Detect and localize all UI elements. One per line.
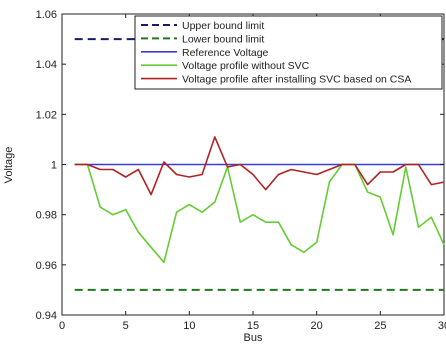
- legend-label-2: Reference Voltage: [182, 47, 269, 59]
- legend-box: [134, 15, 443, 90]
- series-line-4: [74, 136, 445, 196]
- x-tick-label: 10: [183, 320, 195, 332]
- y-axis-label: Voltage: [3, 147, 15, 184]
- x-tick-label: 15: [247, 320, 259, 332]
- ticks-layer: 0 5 10 15 20 25 30 0.94 0.96 0.98 1 1.02 1.04 1.06: [36, 9, 446, 332]
- x-axis-label: Bus: [244, 332, 263, 344]
- y-tick-label: 0.98: [36, 210, 57, 222]
- x-tick-label: 30: [438, 320, 446, 332]
- y-tick-label: 1.06: [36, 9, 57, 21]
- x-tick-label: 5: [123, 320, 129, 332]
- y-tick-label: 0.94: [36, 310, 57, 322]
- x-tick-label: 0: [59, 320, 65, 332]
- legend-label-1: Lower bound limit: [182, 33, 264, 45]
- y-tick-label: 0.96: [36, 260, 57, 272]
- x-tick-label: 25: [374, 320, 386, 332]
- legend-label-3: Voltage profile without SVC: [182, 60, 310, 72]
- y-tick-label: 1.04: [36, 59, 57, 71]
- x-tick-label: 20: [311, 320, 323, 332]
- y-tick-label: 1.02: [36, 109, 57, 121]
- series-line-3: [74, 163, 445, 264]
- legend-label-4: Voltage profile after installing SVC bas…: [182, 74, 411, 86]
- legend-label-0: Upper bound limit: [182, 20, 264, 32]
- y-tick-label: 1: [51, 160, 57, 172]
